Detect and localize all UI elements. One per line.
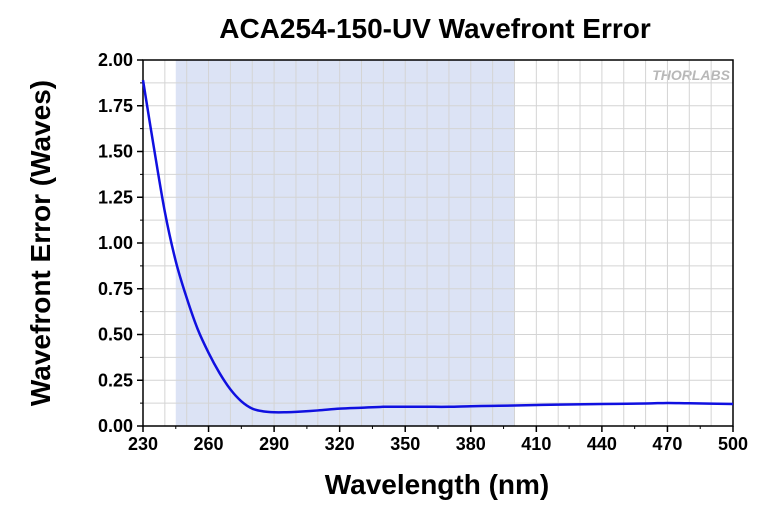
y-tick-label: 0.25 (98, 370, 133, 390)
y-tick-label: 0.75 (98, 279, 133, 299)
x-tick-label: 410 (521, 434, 551, 454)
x-tick-label: 230 (128, 434, 158, 454)
y-tick-label: 1.75 (98, 96, 133, 116)
grid (143, 60, 733, 426)
watermark-logo: THORLABS (652, 67, 730, 83)
x-tick-label: 500 (718, 434, 748, 454)
x-axis-title: Wavelength (nm) (325, 469, 550, 500)
y-tick-label: 0.00 (98, 416, 133, 436)
y-axis-title: Wavefront Error (Waves) (25, 80, 56, 406)
x-tick-label: 290 (259, 434, 289, 454)
x-tick-label: 440 (587, 434, 617, 454)
y-tick-label: 1.50 (98, 142, 133, 162)
x-tick-label: 260 (194, 434, 224, 454)
x-tick-label: 380 (456, 434, 486, 454)
x-tick-label: 470 (652, 434, 682, 454)
y-tick-label: 1.25 (98, 187, 133, 207)
chart-title: ACA254-150-UV Wavefront Error (219, 13, 651, 44)
series-line (141, 79, 734, 414)
y-tick-label: 2.00 (98, 50, 133, 70)
x-tick-label: 350 (390, 434, 420, 454)
y-tick-label: 0.50 (98, 325, 133, 345)
y-tick-label: 1.00 (98, 233, 133, 253)
x-tick-label: 320 (325, 434, 355, 454)
